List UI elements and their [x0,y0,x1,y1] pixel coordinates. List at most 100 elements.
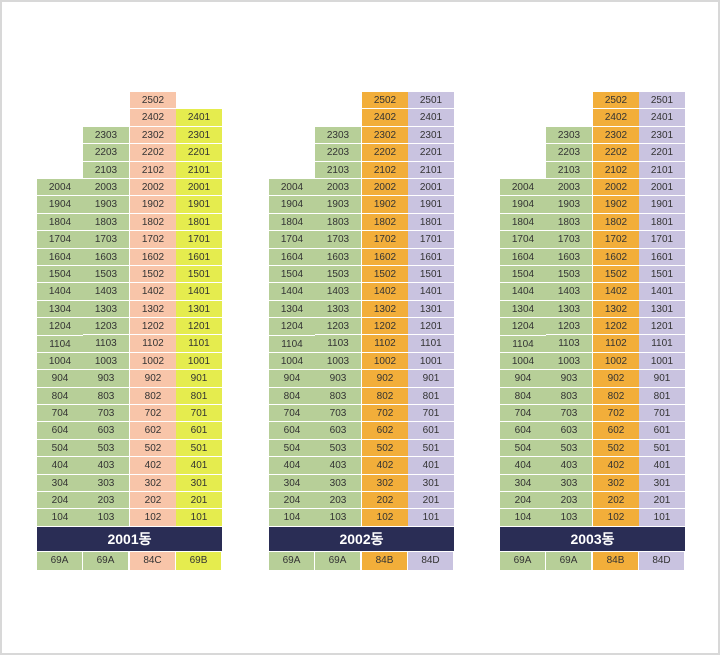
unit-cell: 1801 [639,213,685,232]
unit-cell: 901 [176,370,222,388]
unit-cell: 1302 [362,300,408,319]
unit-cell: 402 [130,457,176,475]
unit-column: 2501 2401 2301 2201 2101 2001 1901 1801 1701 1601… [639,92,686,527]
unit-cell: 704 [500,405,546,423]
unit-cell: 601 [639,422,685,440]
unit-cell: 504 [37,439,83,458]
unit-cell: 1801 [176,213,222,232]
unit-cell: 1503 [315,265,361,284]
unit-cell: 102 [593,509,639,527]
unit-cell: 903 [546,370,592,388]
unit-cell: 1502 [130,265,176,284]
unit-cell: 1003 [315,352,361,371]
unit-cell: 504 [269,439,315,458]
unit-cell: 2301 [639,126,685,145]
unit-type-row: 69A 69A 84C 69B [37,552,223,570]
unit-cell: 1102 [593,335,639,353]
unit-type-label: 69A [500,552,546,570]
unit-cell: 101 [408,509,454,527]
unit-cell: 103 [83,509,129,527]
unit-cell: 602 [593,422,639,440]
unit-cell: 503 [546,439,592,458]
unit-cell: 902 [362,370,408,388]
unit-cell: 1203 [83,318,129,336]
unit-type-label: 69A [269,552,315,570]
unit-column: 2401 2301 2201 2101 2001 1901 1801 1701 1601 1501… [176,109,223,527]
unit-cell: 101 [639,509,685,527]
unit-cell: 2004 [37,179,83,197]
unit-cell: 502 [130,439,176,458]
unit-cell: 2201 [639,144,685,162]
unit-cell: 2502 [593,92,639,110]
unit-cell: 1701 [408,231,454,249]
unit-cell: 1301 [176,300,222,319]
unit-cell: 1202 [130,318,176,336]
unit-cell: 301 [408,474,454,492]
unit-cell: 1302 [130,300,176,319]
unit-cell: 1404 [269,283,315,301]
unit-cell: 1102 [362,335,408,353]
unit-type-row: 69A 69A 84B 84D [500,552,686,570]
unit-cell: 1004 [37,352,83,371]
unit-cell: 1903 [83,196,129,214]
unit-cell: 1103 [315,335,361,353]
unit-cell: 2402 [362,109,408,127]
unit-cell: 401 [176,457,222,475]
unit-cell: 703 [315,405,361,423]
unit-cell: 2003 [546,178,592,197]
unit-cell: 2103 [546,161,592,179]
unit-cell: 2203 [83,144,129,162]
unit-cell: 701 [639,405,685,423]
unit-cell: 504 [500,439,546,458]
unit-cell: 1204 [37,318,83,336]
unit-cell: 2101 [639,161,685,179]
unit-cell: 1902 [130,196,176,214]
unit-cell: 501 [639,439,685,458]
unit-cell: 1903 [546,196,592,214]
unit-cell: 1904 [269,196,315,214]
unit-cell: 501 [176,439,222,458]
unit-cell: 1601 [639,248,685,266]
unit-cell: 2202 [362,144,408,162]
unit-cell: 1204 [269,318,315,336]
unit-column: 2004 1904 1804 1704 1604 1504 1404 1304 1204 1104… [37,179,84,527]
unit-cell: 1804 [500,213,546,232]
unit-cell: 1703 [546,231,592,249]
unit-cell: 303 [315,474,361,492]
unit-cell: 1304 [269,300,315,319]
unit-cell: 2302 [130,126,176,145]
unit-cell: 1302 [593,300,639,319]
unit-cell: 2101 [408,161,454,179]
unit-cell: 403 [83,457,129,475]
unit-cell: 1603 [315,248,361,266]
unit-cell: 1401 [639,283,685,301]
unit-cell: 1004 [500,352,546,371]
unit-cell: 1402 [362,283,408,301]
unit-cell: 2001 [176,178,222,197]
building-3: 2004 1904 1804 1704 1604 1504 1404 1304 1204 1104… [500,2,686,602]
unit-cell: 1004 [269,352,315,371]
unit-cell: 1702 [362,231,408,249]
unit-column: 2303 2203 2103 2003 1903 1803 1703 1603 1503 1403… [315,126,362,527]
unit-cell: 704 [269,405,315,423]
unit-cell: 801 [639,387,685,406]
unit-cell: 401 [639,457,685,475]
unit-cell: 904 [269,370,315,388]
unit-cell: 1901 [408,196,454,214]
unit-cell: 1901 [639,196,685,214]
unit-cell: 2002 [362,178,408,197]
unit-cell: 1602 [362,248,408,266]
unit-cell: 1002 [362,352,408,371]
unit-cell: 1001 [639,352,685,371]
unit-cell: 1501 [176,265,222,284]
unit-cell: 901 [639,370,685,388]
unit-cell: 801 [176,387,222,406]
unit-column: 2501 2401 2301 2201 2101 2001 1901 1801 1701 1601… [408,92,455,527]
unit-cell: 2302 [593,126,639,145]
unit-cell: 2303 [315,126,361,145]
unit-cell: 1804 [37,213,83,232]
unit-column: 2004 1904 1804 1704 1604 1504 1404 1304 1204 1104… [269,179,316,527]
unit-cell: 2201 [408,144,454,162]
unit-cell: 2502 [362,92,408,110]
